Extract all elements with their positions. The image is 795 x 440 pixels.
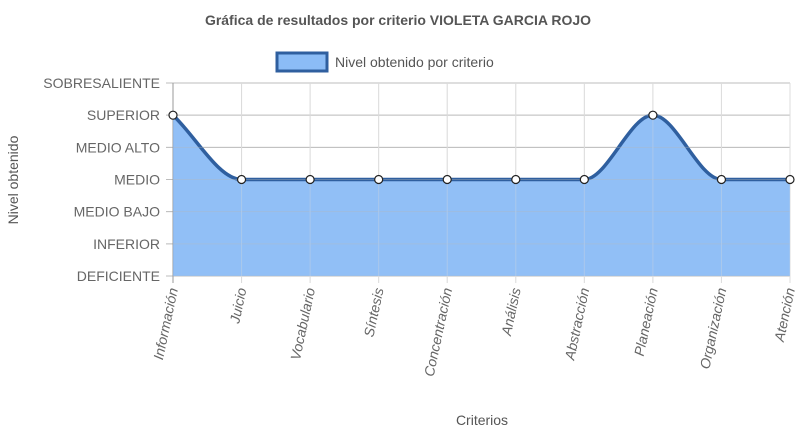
x-tick-label: Organización <box>697 286 730 370</box>
x-tick-label: Juicio <box>226 286 249 326</box>
y-tick-label: MEDIO ALTO <box>76 139 160 155</box>
data-points <box>168 110 795 185</box>
y-tick-label: INFERIOR <box>93 236 160 252</box>
x-axis-title: Criterios <box>456 412 508 428</box>
y-axis-title: Nivel obtenido <box>5 135 21 224</box>
y-tick-label: DEFICIENTE <box>77 268 160 284</box>
legend-swatch <box>275 51 329 73</box>
data-point[interactable] <box>716 174 727 185</box>
data-point[interactable] <box>648 110 658 120</box>
y-tick-label: MEDIO BAJO <box>74 204 160 220</box>
y-tick-label: SUPERIOR <box>87 107 160 123</box>
legend-label: Nivel obtenido por criterio <box>335 54 494 70</box>
series-line <box>171 113 790 182</box>
data-point[interactable] <box>511 174 521 185</box>
y-tick-label: MEDIO <box>114 172 160 188</box>
data-point[interactable] <box>305 174 315 185</box>
data-point[interactable] <box>236 174 247 185</box>
x-tick-label: Síntesis <box>361 286 387 338</box>
x-tick-label: Abstracción <box>561 286 592 362</box>
x-axis-ticks: Información Juicio Vocabulario Síntesis Conc… <box>150 286 795 378</box>
x-tick-label: Información <box>150 286 181 361</box>
data-point[interactable] <box>785 174 795 185</box>
x-tick-label: Planeación <box>631 286 661 357</box>
data-point[interactable] <box>374 174 384 185</box>
data-point[interactable] <box>442 174 452 185</box>
x-tick-label: Atención <box>771 286 795 344</box>
data-point[interactable] <box>579 174 589 185</box>
x-tick-label: Análisis <box>498 286 524 338</box>
x-tick-label: Concentración <box>421 286 455 378</box>
series-area <box>173 115 790 277</box>
legend[interactable]: Nivel obtenido por criterio <box>275 51 494 73</box>
area-layer <box>171 113 790 277</box>
y-axis-ticks: DEFICIENTE INFERIOR MEDIO BAJO MEDIO MEDIO A… <box>43 75 160 284</box>
y-tick-label: SOBRESALIENTE <box>43 75 160 91</box>
x-tick-label: Vocabulario <box>287 286 318 361</box>
chart-title: Gráfica de resultados por criterio VIOLE… <box>205 12 591 28</box>
data-point[interactable] <box>168 110 178 120</box>
